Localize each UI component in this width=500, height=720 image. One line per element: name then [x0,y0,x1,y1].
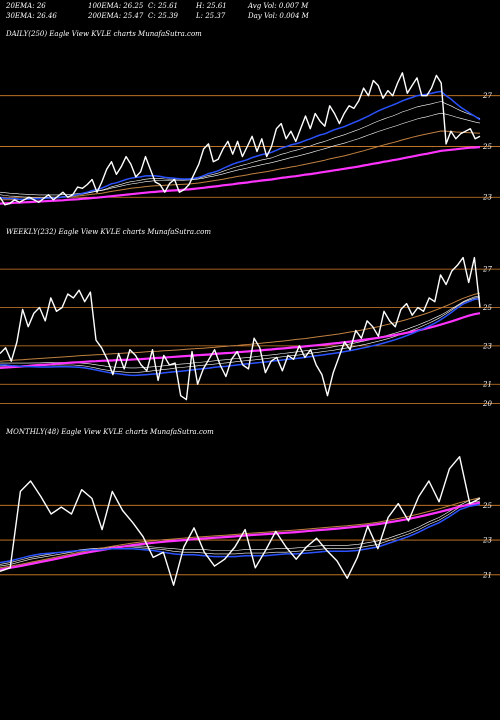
y-tick-label: 25 [482,304,492,312]
series-line-ema-fast-1 [0,503,481,564]
monthly-chart-panel: MONTHLY(48) Eagle View KVLE charts Munaf… [0,428,500,628]
stat-20ema: 20EMA: 26 [6,2,46,10]
y-tick-label: 20 [482,400,492,408]
y-tick-label: 25 [482,143,492,151]
weekly-chart-svg: 27 25 23 21 20 [0,256,500,408]
y-tick-label: 25 [482,502,492,510]
daily-chart-title: DAILY(250) Eagle View KVLE charts Munafa… [6,30,202,38]
weekly-chart-title: WEEKLY(232) Eagle View KVLE charts Munaf… [6,228,212,236]
series-line-ema-slow-5 [0,312,481,369]
series-line-price-0 [0,256,481,401]
series-line-price-0 [0,72,481,206]
series-line-price-0 [0,456,481,586]
stat-close: C: 25.61 [148,2,178,10]
stat-low: L: 25.37 [196,12,226,20]
stat-avg-vol: Avg Vol: 0.007 M [248,2,309,10]
stat-day-vol: Day Vol: 0.004 M [248,12,309,20]
y-tick-label: 27 [482,266,492,274]
series-line-ema-slow-5 [0,501,481,571]
stats-header: 20EMA: 26 100EMA: 26.25 C: 25.61 H: 25.6… [0,0,500,24]
y-tick-label: 27 [482,92,492,100]
daily-chart-panel: DAILY(250) Eagle View KVLE charts Munafa… [0,30,500,230]
series-line-ema-fast-1 [0,90,481,201]
weekly-chart-panel: WEEKLY(232) Eagle View KVLE charts Munaf… [0,228,500,428]
monthly-chart-svg: 25 23 21 [0,456,500,586]
y-tick-label: 23 [482,537,492,545]
y-tick-label: 21 [482,571,492,579]
y-tick-label: 23 [482,342,492,350]
series-line-ema-mid-4 [0,130,481,201]
stat-200ema: 200EMA: 25.47 [88,12,144,20]
daily-chart-svg: 27 25 23 [0,72,500,206]
stat-100ema: 100EMA: 26.25 [88,2,144,10]
stat-open: C: 25.39 [148,12,178,20]
stat-30ema: 30EMA: 26.46 [6,12,57,20]
y-tick-label: 21 [482,381,492,389]
series-line-ema-fast-1 [0,298,481,377]
series-line-ema-mid-4 [0,292,481,362]
series-line-ema-slow-5 [0,145,481,205]
y-tick-label: 23 [482,194,492,202]
series-line-ema-mid-4 [0,497,481,569]
monthly-chart-title: MONTHLY(48) Eagle View KVLE charts Munaf… [6,428,214,436]
stat-high: H: 25.61 [196,2,227,10]
